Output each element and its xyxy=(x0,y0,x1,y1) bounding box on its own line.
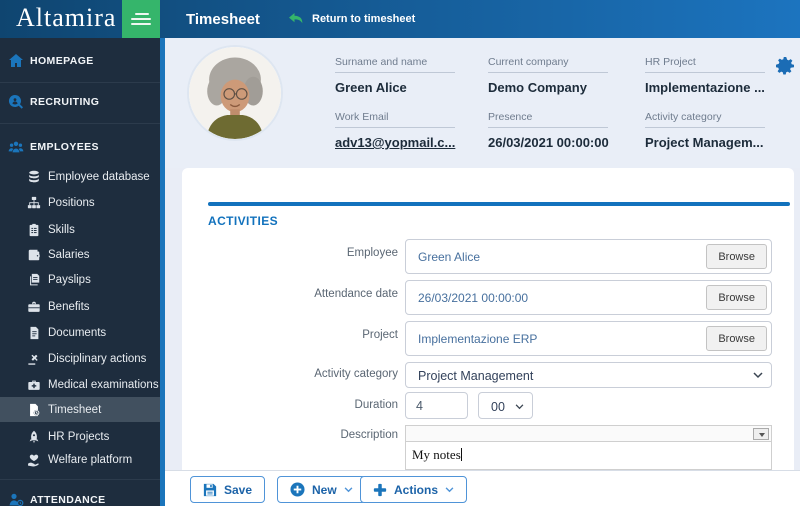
field-current-company: Current company Demo Company xyxy=(488,56,608,95)
settings-gear-button[interactable] xyxy=(773,54,797,78)
reply-arrow-icon xyxy=(289,13,303,24)
return-to-timesheet-label: Return to timesheet xyxy=(312,13,416,25)
attendance-date-value: 26/03/2021 00:00:00 xyxy=(418,291,529,305)
rocket-icon xyxy=(29,430,39,443)
employee-value: Green Alice xyxy=(418,250,481,264)
database-icon xyxy=(29,170,39,182)
chevron-down-icon xyxy=(753,372,763,379)
sidebar-item-employees[interactable]: EMPLOYEES xyxy=(0,135,160,159)
description-textarea[interactable]: My notes xyxy=(405,442,772,470)
sidebar: HOMEPAGE RECRUITING EMPLOYEES Employee d… xyxy=(0,38,160,506)
description-value: My notes xyxy=(412,447,461,462)
sidebar-item-medical-examinations[interactable]: Medical examinations xyxy=(0,372,160,397)
sidebar-divider xyxy=(0,479,160,480)
page-title: Timesheet xyxy=(186,10,260,28)
sidebar-item-welfare-platform[interactable]: Welfare platform xyxy=(0,447,160,472)
document-icon xyxy=(30,326,39,339)
hand-heart-icon xyxy=(28,454,39,466)
sidebar-item-payslips[interactable]: Payslips xyxy=(0,267,160,292)
home-icon xyxy=(9,54,23,67)
save-floppy-icon xyxy=(203,483,217,496)
avatar-photo xyxy=(189,47,281,139)
section-rule xyxy=(208,202,790,206)
payslip-copy-icon xyxy=(30,273,40,285)
plus-circle-icon xyxy=(290,482,305,497)
field-presence: Presence 26/03/2021 00:00:00 xyxy=(488,111,609,150)
clipboard-icon xyxy=(29,223,39,236)
employee-profile-header: Surname and name Green Alice Work Email … xyxy=(165,38,800,168)
description-label: Description xyxy=(340,429,398,441)
employee-browse-field[interactable]: Green Alice Browse xyxy=(405,239,772,274)
activity-category-label: Activity category xyxy=(314,368,398,380)
avatar xyxy=(187,45,283,141)
hamburger-icon xyxy=(135,13,149,15)
main-content: Surname and name Green Alice Work Email … xyxy=(165,38,800,506)
altamira-logo: Altamira xyxy=(16,3,117,32)
sidebar-divider xyxy=(0,82,160,83)
project-value: Implementazione ERP xyxy=(418,332,538,346)
sidebar-item-benefits[interactable]: Benefits xyxy=(0,294,160,319)
org-chart-icon xyxy=(27,196,41,208)
activities-panel: ACTIVITIES Employee Green Alice Browse A… xyxy=(182,168,794,470)
field-activity-category: Activity category Project Managem... xyxy=(645,111,765,150)
activities-section-title: ACTIVITIES xyxy=(208,214,279,228)
timesheet-clock-icon xyxy=(30,403,40,416)
employee-label: Employee xyxy=(346,247,398,259)
actions-button[interactable]: Actions xyxy=(360,476,468,503)
work-email-link[interactable]: adv13@yopmail.c... xyxy=(335,135,456,150)
duration-label: Duration xyxy=(354,399,398,411)
project-browse-field[interactable]: Implementazione ERP Browse xyxy=(405,321,772,356)
hamburger-menu-button[interactable] xyxy=(122,0,160,38)
sidebar-item-homepage[interactable]: HOMEPAGE xyxy=(0,49,160,73)
duration-hours-value: 4 xyxy=(416,399,423,413)
chevron-down-icon xyxy=(445,486,454,492)
plus-icon xyxy=(373,483,387,496)
activity-category-select[interactable]: Project Management xyxy=(405,362,772,388)
sidebar-item-recruiting[interactable]: RECRUITING xyxy=(0,90,160,114)
duration-minutes-select[interactable]: 00 xyxy=(478,392,533,419)
gear-icon xyxy=(776,57,794,75)
top-bar: Altamira Timesheet Return to timesheet xyxy=(0,0,800,38)
sidebar-item-attendance[interactable]: ATTENDANCE xyxy=(0,488,160,506)
action-footer: Save New Actions xyxy=(165,470,800,506)
project-browse-button[interactable]: Browse xyxy=(706,326,767,351)
description-editor-toolbar xyxy=(405,425,772,442)
chevron-down-icon xyxy=(515,404,524,410)
duration-minutes-value: 00 xyxy=(491,400,505,414)
chevron-down-icon xyxy=(344,486,353,492)
wallet-icon xyxy=(28,249,40,260)
attendance-date-browse-field[interactable]: 26/03/2021 00:00:00 Browse xyxy=(405,280,772,315)
sidebar-accent-strip xyxy=(160,38,165,506)
briefcase-icon xyxy=(28,301,40,312)
gavel-icon xyxy=(28,354,38,365)
employees-group-icon xyxy=(8,141,24,153)
attendance-date-browse-button[interactable]: Browse xyxy=(706,285,767,310)
sidebar-item-documents[interactable]: Documents xyxy=(0,320,160,345)
save-button[interactable]: Save xyxy=(190,476,266,503)
duration-hours-input[interactable]: 4 xyxy=(405,392,468,419)
sidebar-item-salaries[interactable]: Salaries xyxy=(0,242,160,267)
sidebar-item-employee-database[interactable]: Employee database xyxy=(0,164,160,189)
return-to-timesheet-link[interactable]: Return to timesheet xyxy=(288,0,415,38)
recruiting-search-icon xyxy=(8,94,23,109)
sidebar-item-timesheet[interactable]: Timesheet xyxy=(0,397,160,422)
field-surname-and-name: Surname and name Green Alice xyxy=(335,56,455,95)
medical-case-icon xyxy=(28,380,40,390)
new-button[interactable]: New xyxy=(277,476,366,503)
attendance-person-icon xyxy=(9,493,24,506)
sidebar-item-hr-projects[interactable]: HR Projects xyxy=(0,424,160,449)
employee-browse-button[interactable]: Browse xyxy=(706,244,767,269)
editor-dropdown-button[interactable] xyxy=(753,427,769,440)
project-label: Project xyxy=(362,329,398,341)
sidebar-item-disciplinary-actions[interactable]: Disciplinary actions xyxy=(0,346,160,371)
text-cursor xyxy=(460,448,462,461)
field-hr-project: HR Project Implementazione ... xyxy=(645,56,765,95)
activity-category-value: Project Management xyxy=(418,369,534,383)
sidebar-divider xyxy=(0,123,160,124)
attendance-date-label: Attendance date xyxy=(314,288,398,300)
sidebar-item-positions[interactable]: Positions xyxy=(0,190,160,215)
sidebar-item-skills[interactable]: Skills xyxy=(0,217,160,242)
field-work-email: Work Email adv13@yopmail.c... xyxy=(335,111,456,150)
